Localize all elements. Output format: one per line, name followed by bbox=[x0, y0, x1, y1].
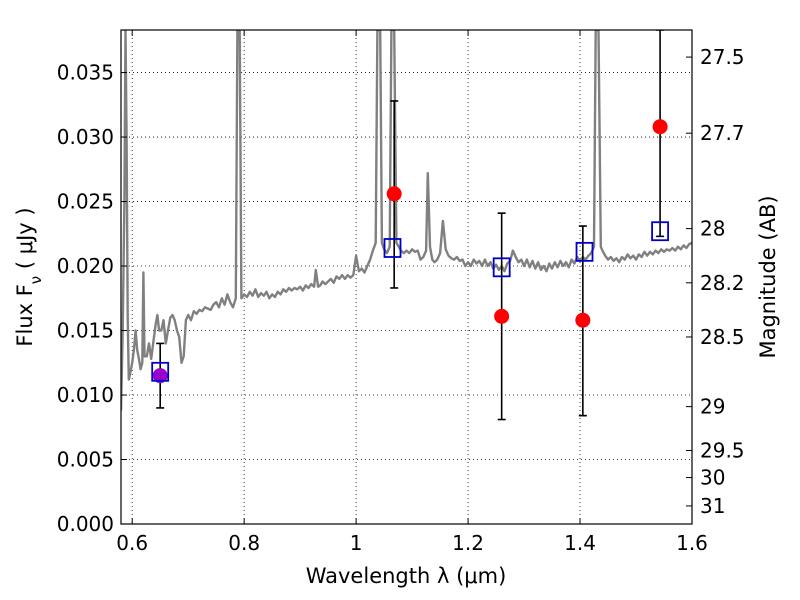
y-tick-label: 0.000 bbox=[57, 512, 114, 536]
x-axis: 0.6 0.8 1 1.2 1.4 1.6 bbox=[116, 30, 708, 555]
y-tick-label: 0.015 bbox=[57, 319, 114, 343]
observed-points bbox=[152, 119, 668, 384]
right-tick-label: 31 bbox=[700, 494, 725, 518]
spectrum-series bbox=[121, 30, 692, 411]
y-tick-label: 0.030 bbox=[57, 125, 114, 149]
plot-area bbox=[121, 30, 692, 421]
x-tick-label: 1.4 bbox=[564, 531, 596, 555]
grid bbox=[121, 30, 692, 524]
y-tick-label: 0.020 bbox=[57, 254, 114, 278]
right-tick-label: 27.5 bbox=[700, 45, 745, 69]
observed-point bbox=[152, 368, 168, 384]
model-square bbox=[151, 361, 170, 382]
error-bars bbox=[156, 30, 665, 421]
model-square bbox=[383, 238, 402, 258]
spectrum-line bbox=[121, 30, 692, 411]
right-tick-label: 28.5 bbox=[700, 325, 745, 349]
observed-point bbox=[386, 186, 402, 202]
plot-frame bbox=[120, 29, 693, 525]
y-tick-label: 0.005 bbox=[57, 448, 114, 472]
observed-point bbox=[652, 119, 668, 135]
x-tick-label: 1.6 bbox=[676, 531, 708, 555]
model-square bbox=[651, 221, 669, 242]
model-points bbox=[151, 221, 669, 382]
y-tick-label: 0.035 bbox=[57, 61, 114, 85]
right-tick-label: 27.7 bbox=[700, 121, 745, 145]
y-axis-left: 0.000 0.005 0.010 0.015 0.020 0.025 0.030 0.035 bbox=[57, 61, 127, 536]
x-tick-label: 1.2 bbox=[452, 531, 484, 555]
right-tick-label: 29 bbox=[700, 395, 725, 419]
model-square bbox=[492, 257, 511, 278]
y-axis-right: 27.5 27.7 28 28.2 28.5 29 29.5 30 31 bbox=[686, 45, 745, 518]
y-axis-label-left: Flux Fν ( μJy ) bbox=[13, 207, 45, 346]
right-tick-label: 29.5 bbox=[700, 438, 745, 462]
y-tick-label: 0.025 bbox=[57, 190, 114, 214]
y-axis-label-right: Magnitude (AB) bbox=[756, 195, 780, 358]
x-tick-label: 0.6 bbox=[116, 531, 148, 555]
x-tick-label: 0.8 bbox=[228, 531, 260, 555]
y-tick-label: 0.010 bbox=[57, 383, 114, 407]
observed-point bbox=[494, 308, 510, 324]
model-square bbox=[575, 241, 594, 262]
right-tick-label: 28 bbox=[700, 217, 725, 241]
x-axis-label: Wavelength λ (μm) bbox=[306, 564, 507, 588]
right-tick-label: 28.2 bbox=[700, 271, 745, 295]
observed-point bbox=[575, 312, 591, 328]
x-tick-label: 1 bbox=[350, 531, 363, 555]
right-tick-label: 30 bbox=[700, 466, 725, 490]
